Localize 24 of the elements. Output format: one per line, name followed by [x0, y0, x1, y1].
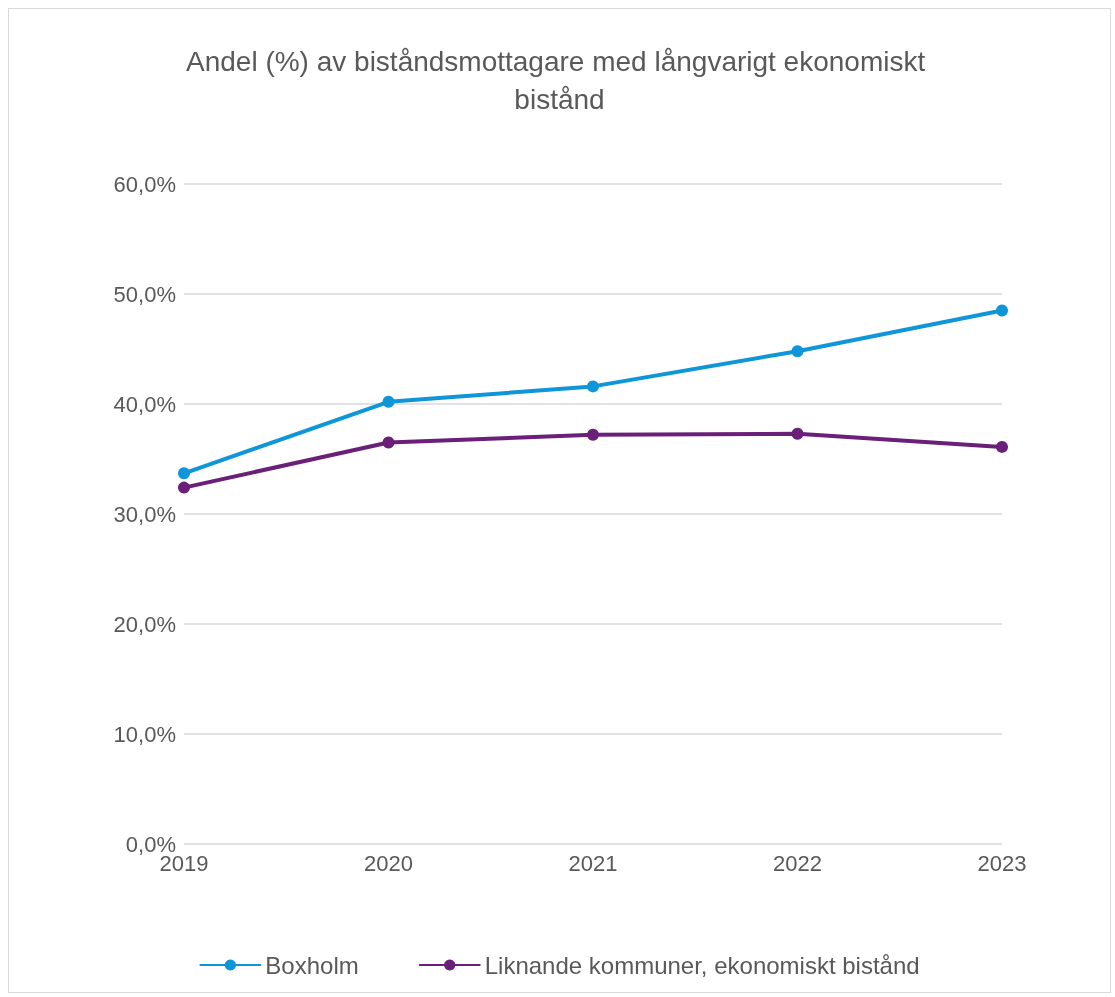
point	[382, 395, 395, 408]
x-tick-label: 2023	[977, 850, 1027, 876]
point	[178, 467, 190, 480]
point	[996, 440, 1008, 453]
point	[791, 345, 804, 358]
y-tick-label: 40,0%	[113, 391, 176, 417]
y-tick-label: 30,0%	[113, 501, 176, 527]
x-tick-label: 2021	[568, 850, 618, 876]
x-tick-label: 2020	[364, 850, 413, 876]
point	[996, 304, 1008, 317]
point	[587, 428, 599, 441]
y-tick-label: 10,0%	[113, 721, 176, 747]
legend-label: Liknande kommuner, ekonomiskt bistånd	[484, 951, 920, 979]
x-tick-label: 2022	[773, 850, 822, 876]
chart-title: Andel (%) av biståndsmottagare med långvarigt ekonomiskt bistånd	[185, 45, 934, 115]
y-tick-label: 50,0%	[113, 281, 176, 307]
y-tick-label: 60,0%	[113, 171, 176, 197]
legend-label: Boxholm	[265, 951, 359, 979]
y-tick-label: 20,0%	[113, 611, 176, 637]
point	[791, 427, 804, 440]
point	[587, 380, 599, 393]
point	[382, 436, 395, 449]
point	[178, 481, 190, 494]
y-tick-label: 0,0%	[125, 831, 176, 857]
